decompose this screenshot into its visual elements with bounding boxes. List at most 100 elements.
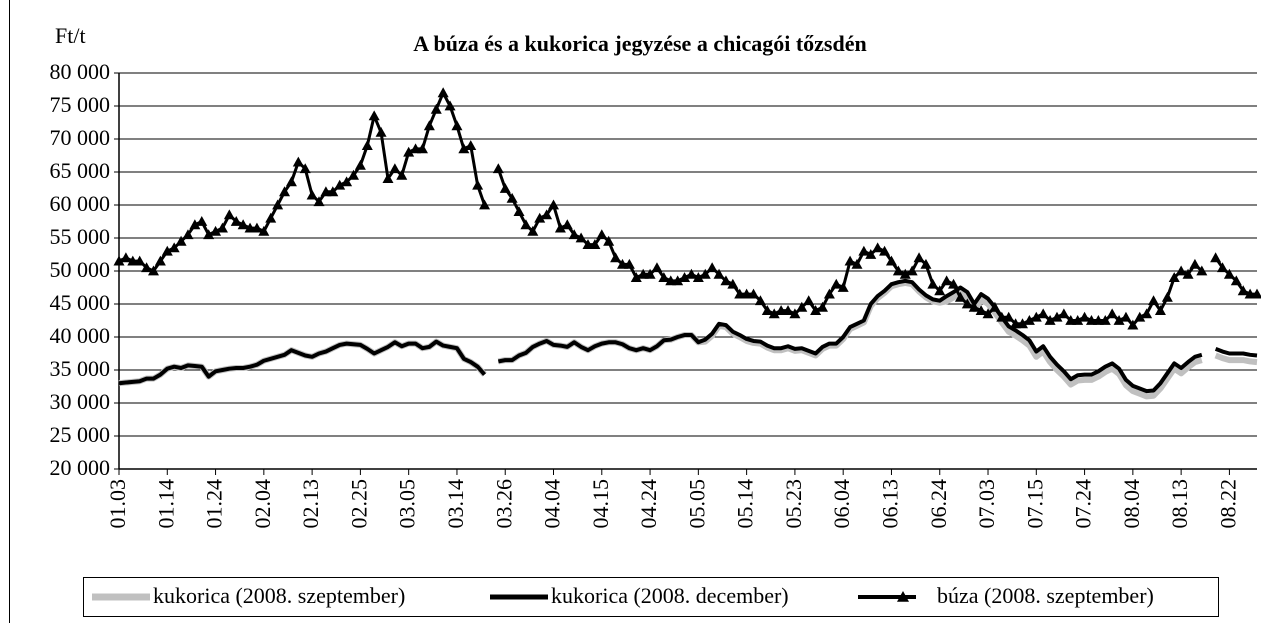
marker bbox=[230, 216, 242, 226]
marker bbox=[899, 268, 911, 279]
marker bbox=[285, 176, 297, 187]
x-tick-label: 05.05 bbox=[684, 479, 709, 529]
y-tick-label: 60 000 bbox=[50, 191, 111, 216]
y-tick-label: 65 000 bbox=[50, 158, 111, 183]
marker bbox=[610, 252, 622, 263]
marker bbox=[1099, 315, 1111, 325]
y-tick-label: 80 000 bbox=[50, 59, 111, 84]
marker bbox=[520, 219, 532, 230]
marker bbox=[437, 87, 449, 98]
marker bbox=[313, 196, 325, 207]
marker bbox=[1010, 318, 1022, 329]
marker bbox=[665, 275, 677, 286]
marker bbox=[996, 311, 1008, 322]
marker bbox=[506, 192, 518, 203]
marker bbox=[168, 242, 180, 253]
x-tick-label: 06.04 bbox=[829, 479, 854, 529]
marker bbox=[892, 265, 904, 276]
marker bbox=[1223, 268, 1235, 279]
marker bbox=[920, 258, 932, 269]
marker bbox=[1175, 265, 1187, 276]
marker bbox=[403, 146, 415, 157]
marker bbox=[1037, 308, 1049, 319]
marker bbox=[941, 275, 953, 286]
marker bbox=[554, 222, 566, 233]
marker bbox=[444, 100, 456, 111]
marker bbox=[672, 275, 684, 286]
marker bbox=[1251, 288, 1261, 299]
marker bbox=[1196, 265, 1208, 276]
marker bbox=[141, 262, 153, 273]
marker bbox=[251, 222, 263, 233]
marker bbox=[1182, 268, 1194, 279]
x-tick-label: 03.26 bbox=[491, 479, 516, 529]
marker bbox=[658, 272, 670, 282]
marker bbox=[451, 120, 463, 131]
marker bbox=[1134, 311, 1146, 322]
marker bbox=[734, 288, 746, 299]
x-tick-label: 04.04 bbox=[540, 479, 565, 529]
marker bbox=[644, 268, 656, 279]
marker bbox=[748, 288, 760, 299]
marker bbox=[1168, 272, 1180, 282]
marker bbox=[603, 235, 615, 246]
marker bbox=[879, 245, 891, 256]
marker bbox=[396, 169, 408, 180]
marker bbox=[761, 305, 773, 315]
y-tick-label: 70 000 bbox=[50, 125, 111, 150]
marker bbox=[465, 140, 477, 150]
x-tick-label: 02.25 bbox=[346, 479, 371, 529]
marker bbox=[175, 235, 187, 246]
x-tick-label: 06.13 bbox=[878, 479, 903, 529]
marker bbox=[630, 272, 642, 282]
marker bbox=[299, 163, 311, 174]
marker bbox=[1072, 315, 1084, 325]
legend-marker bbox=[897, 591, 909, 602]
marker bbox=[1113, 315, 1125, 325]
marker bbox=[1148, 295, 1160, 306]
marker bbox=[713, 268, 725, 279]
marker bbox=[492, 163, 504, 174]
chart-title: A búza és a kukorica jegyzése a chicagói… bbox=[413, 31, 866, 56]
marker bbox=[816, 301, 828, 312]
marker bbox=[472, 179, 484, 190]
marker bbox=[1141, 308, 1153, 319]
marker bbox=[182, 229, 194, 240]
y-tick-label: 75 000 bbox=[50, 92, 111, 117]
x-tick-label: 07.24 bbox=[1071, 479, 1096, 529]
marker bbox=[927, 278, 939, 289]
marker bbox=[872, 242, 884, 253]
marker bbox=[1085, 315, 1097, 325]
marker bbox=[1154, 305, 1166, 315]
marker bbox=[258, 225, 270, 236]
x-tick-label: 02.04 bbox=[250, 479, 275, 529]
marker bbox=[1044, 315, 1056, 325]
marker bbox=[189, 219, 201, 230]
marker bbox=[1210, 252, 1222, 263]
marker bbox=[375, 126, 387, 137]
marker bbox=[858, 245, 870, 256]
marker bbox=[458, 143, 470, 154]
x-tick-label: 01.14 bbox=[153, 479, 178, 529]
marker bbox=[410, 143, 422, 154]
y-tick-label: 40 000 bbox=[50, 323, 111, 348]
marker bbox=[1106, 308, 1118, 319]
marker bbox=[1244, 288, 1256, 299]
marker bbox=[1161, 291, 1173, 302]
marker bbox=[706, 262, 718, 273]
x-tick-label: 01.03 bbox=[105, 479, 130, 529]
marker bbox=[989, 301, 1001, 312]
marker bbox=[754, 295, 766, 306]
marker bbox=[789, 308, 801, 319]
marker bbox=[527, 225, 539, 236]
marker bbox=[147, 265, 159, 276]
marker bbox=[1230, 275, 1242, 286]
x-tick-label: 04.15 bbox=[588, 479, 613, 529]
marker bbox=[216, 222, 228, 233]
marker bbox=[1003, 311, 1015, 322]
marker bbox=[320, 186, 332, 197]
marker bbox=[1017, 318, 1029, 329]
marker bbox=[982, 308, 994, 319]
marker bbox=[782, 305, 794, 315]
